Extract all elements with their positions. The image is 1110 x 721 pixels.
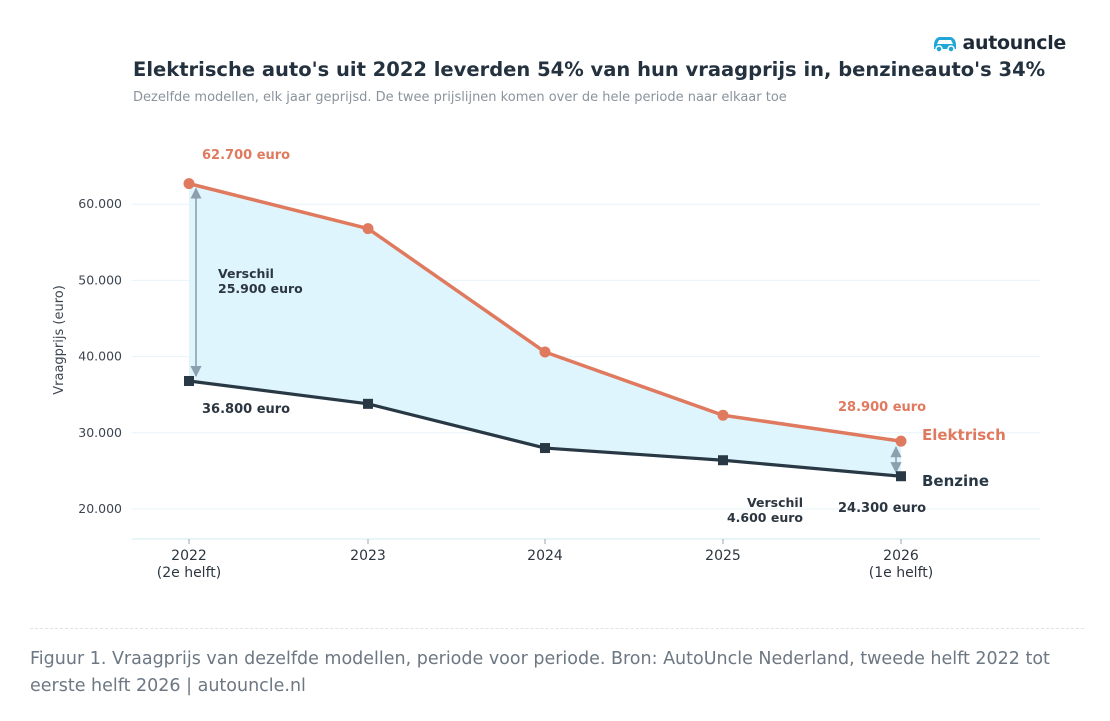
data-label-elektrisch-start: 62.700 euro <box>202 148 290 163</box>
x-tick-sublabel: (2e helft) <box>157 565 221 581</box>
benzine-point <box>184 375 194 386</box>
x-tick-sublabel: (1e helft) <box>869 565 933 581</box>
data-label-benzine-start: 36.800 euro <box>202 402 290 417</box>
difference-value-start: 25.900 euro <box>218 281 303 296</box>
elektrisch-point <box>362 223 374 235</box>
y-tick-label: 30.000 <box>78 425 122 440</box>
brand-logo: autouncle <box>931 32 1067 54</box>
series-label-elektrisch: Elektrisch <box>922 426 1006 444</box>
difference-label-end: Verschil <box>747 495 803 510</box>
x-tick-label: 2022 <box>171 548 207 564</box>
x-tick-label: 2024 <box>527 548 563 564</box>
x-tick-label: 2026 <box>883 548 919 564</box>
chart-title: Elektrische auto's uit 2022 leverden 54%… <box>133 58 1046 81</box>
y-tick-label: 40.000 <box>78 349 122 364</box>
data-label-benzine-end: 24.300 euro <box>838 501 926 516</box>
data-label-elektrisch-end: 28.900 euro <box>838 400 926 415</box>
x-tick-label: 2023 <box>350 548 386 564</box>
benzine-point <box>363 398 373 409</box>
line-layer <box>183 178 907 482</box>
x-tick-label: 2025 <box>705 548 741 564</box>
label-layer: 20.000 30.000 40.000 50.000 60.000 2022(2e he… <box>52 148 1006 581</box>
difference-value-end: 4.600 euro <box>727 510 803 525</box>
chart-subtitle: Dezelfde modellen, elk jaar geprijsd. De… <box>133 90 787 105</box>
car-icon <box>933 37 956 53</box>
elektrisch-point <box>895 435 907 447</box>
difference-label-start: Verschil <box>218 266 274 281</box>
benzine-point <box>896 471 906 482</box>
line-chart: 20.000 30.000 40.000 50.000 60.000 2022(2e he… <box>52 148 1040 581</box>
y-tick-label: 20.000 <box>78 501 122 516</box>
elektrisch-point <box>539 346 551 358</box>
separator <box>30 628 1084 629</box>
brand-name: autouncle <box>962 32 1067 54</box>
y-axis-label: Vraagprijs (euro) <box>52 285 67 395</box>
arrow-layer <box>190 187 902 474</box>
elektrisch-point <box>183 178 195 190</box>
y-tick-label: 60.000 <box>78 196 122 211</box>
elektrisch-point <box>717 409 729 421</box>
figure-caption: Figuur 1. Vraagprijs van dezelfde modell… <box>30 649 1050 696</box>
benzine-point <box>540 443 550 454</box>
series-label-benzine: Benzine <box>922 472 989 490</box>
benzine-point <box>718 455 728 466</box>
y-tick-label: 50.000 <box>78 272 122 287</box>
